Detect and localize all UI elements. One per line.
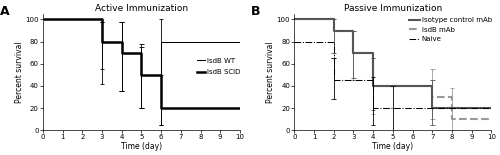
Title: Active Immunization: Active Immunization — [95, 4, 188, 13]
X-axis label: Time (day): Time (day) — [121, 142, 162, 151]
Legend: Isotype control mAb, IsdB mAb, Naive: Isotype control mAb, IsdB mAb, Naive — [409, 17, 492, 42]
Y-axis label: Percent survival: Percent survival — [266, 41, 275, 103]
X-axis label: Time (day): Time (day) — [372, 142, 414, 151]
Text: B: B — [251, 5, 260, 18]
Legend: IsdB WT, IsdB SCID: IsdB WT, IsdB SCID — [196, 58, 240, 75]
Text: A: A — [0, 5, 9, 18]
Title: Passive Immunization: Passive Immunization — [344, 4, 442, 13]
Y-axis label: Percent survival: Percent survival — [15, 41, 24, 103]
